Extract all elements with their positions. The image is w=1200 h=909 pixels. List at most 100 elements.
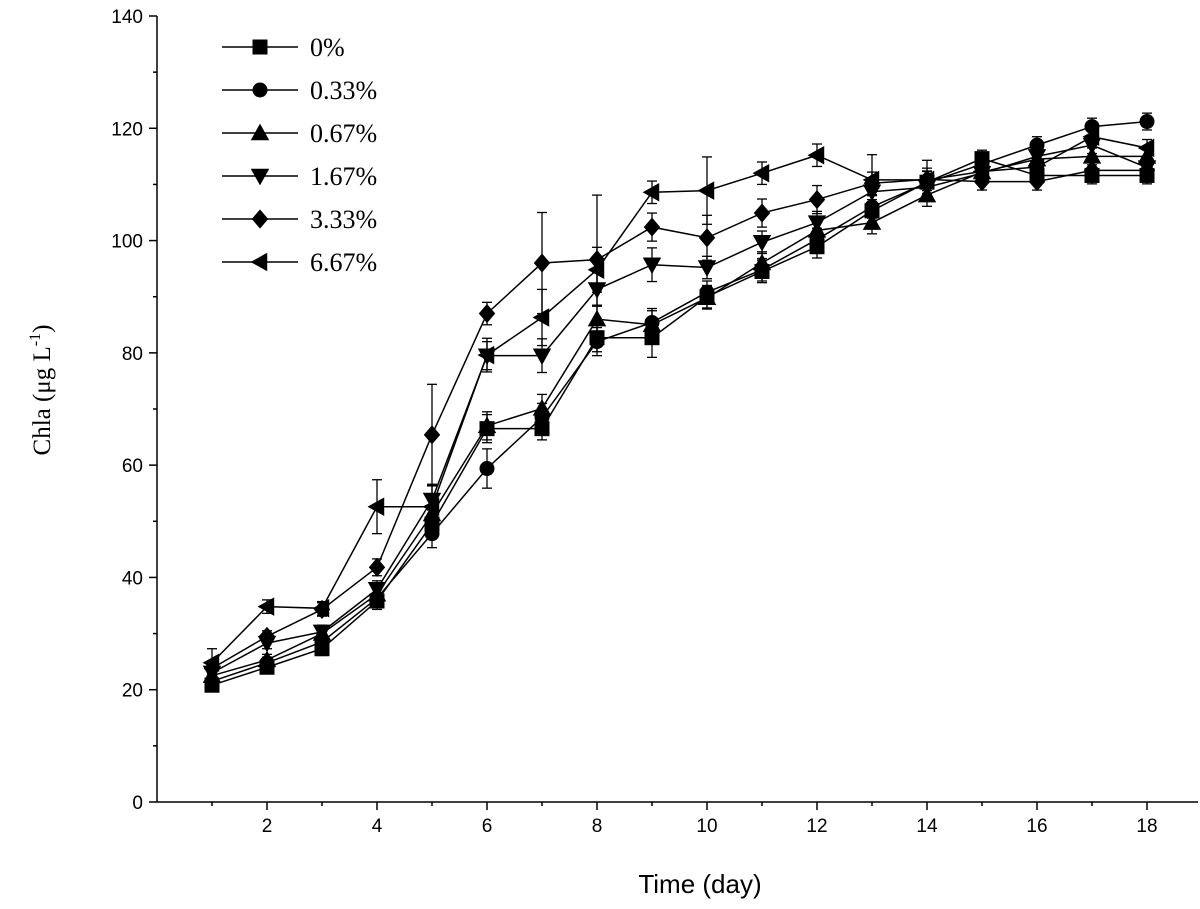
x-tick-label: 10 [696,816,717,837]
legend-item: 1.67% [222,162,377,191]
triangle-up-marker [697,288,717,306]
series-line [211,169,1147,670]
triangle-down-marker [312,624,332,642]
axes: 0 20 40 60 80 100 120 140 2 4 6 8 10 12 14 16 18 [111,7,1198,837]
triangle-left-marker [917,170,935,190]
triangle-left-marker [250,252,268,272]
diamond-marker [251,209,269,229]
triangle-up-marker [257,650,277,668]
y-tick-label: 20 [122,681,143,702]
triangle-left-marker [1027,157,1045,177]
triangle-left-marker [972,162,990,181]
diamond-marker [808,189,826,210]
legend-label: 0.33% [310,76,377,105]
diamond-marker [478,303,496,324]
series-5 [202,124,1155,678]
y-tick-label: 40 [122,568,143,589]
diamond-marker [1083,160,1101,180]
x-tick-label: 18 [1136,816,1157,837]
triangle-left-marker [477,345,495,365]
triangle-down-marker [250,168,270,186]
square-marker [252,39,268,55]
x-tick-label: 16 [1026,816,1047,837]
y-axis-title-sup: -1 [27,333,44,346]
y-tick-label: 140 [111,7,143,28]
triangle-up-marker [862,213,882,230]
series-line [211,120,1148,683]
series-layer [202,112,1157,693]
legend-label: 3.33% [310,205,377,234]
diamond-marker [643,217,661,237]
y-tick-label: 60 [122,456,143,477]
triangle-left-marker [587,260,605,280]
circle-marker [1139,114,1155,130]
y-tick-label: 100 [111,232,143,253]
triangle-left-marker [752,163,770,183]
diamond-marker [698,228,716,248]
legend-item: 3.33% [222,205,377,234]
y-tick-label: 80 [122,344,143,365]
legend-item: 0.33% [222,76,377,105]
x-tick-label: 2 [262,816,273,837]
triangle-down-marker [697,260,717,277]
triangle-up-marker [642,315,662,333]
y-axis-title: Chla (μg L-1) [27,325,56,456]
triangle-left-marker [862,170,880,190]
series-1 [204,112,1155,689]
legend-item: 0% [222,33,345,62]
diamond-marker [1028,172,1046,192]
y-tick-label: 120 [111,119,143,140]
diamond-marker [423,425,441,445]
triangle-left-marker [1137,138,1155,158]
series-line [211,157,1147,686]
triangle-left-marker [202,653,220,673]
triangle-left-marker [312,599,330,618]
diamond-marker [1138,160,1156,180]
x-axis-title: Time (day) [638,869,761,899]
legend-item: 0.67% [222,119,377,148]
diamond-marker [753,203,771,223]
triangle-left-marker [367,497,385,516]
triangle-left-marker [422,497,440,516]
y-axis-title-unit: μg L [29,346,56,393]
triangle-up-marker [532,399,552,416]
legend: 0% 0.33% 0.67% 1.67% 3.33% 6.67% [222,33,377,277]
legend-label: 1.67% [310,162,377,191]
x-tick-label: 6 [482,816,493,837]
diamond-marker [533,253,551,273]
legend-label: 0% [310,33,345,62]
y-axis-title-main: Chla ( [29,394,56,456]
y-tick-label: 0 [132,793,143,814]
legend-label: 0.67% [310,119,377,148]
legend-label: 6.67% [310,248,377,277]
triangle-up-marker [752,253,772,271]
triangle-left-marker [1082,127,1100,146]
circle-marker [479,461,495,477]
series-line [211,155,1147,677]
series-line [211,135,1148,664]
triangle-left-marker [697,181,715,200]
x-tick-label: 14 [916,816,938,837]
triangle-down-marker [807,215,827,233]
triangle-left-marker [257,597,275,616]
triangle-down-marker [367,581,387,599]
legend-item: 6.67% [222,248,377,277]
triangle-down-marker [532,348,552,366]
y-axis-title-close: ) [29,325,56,333]
triangle-left-marker [642,183,660,202]
triangle-left-marker [532,308,550,327]
circle-marker [252,82,268,98]
triangle-up-marker [250,123,270,141]
circle-marker [589,334,605,350]
diamond-marker [368,557,386,577]
x-tick-label: 4 [372,816,383,837]
triangle-down-marker [752,235,772,252]
diamond-marker [258,626,276,646]
triangle-down-marker [642,257,662,275]
series-4 [203,160,1156,678]
triangle-up-marker [477,416,497,434]
x-tick-label: 12 [806,816,827,837]
triangle-left-marker [807,145,825,165]
